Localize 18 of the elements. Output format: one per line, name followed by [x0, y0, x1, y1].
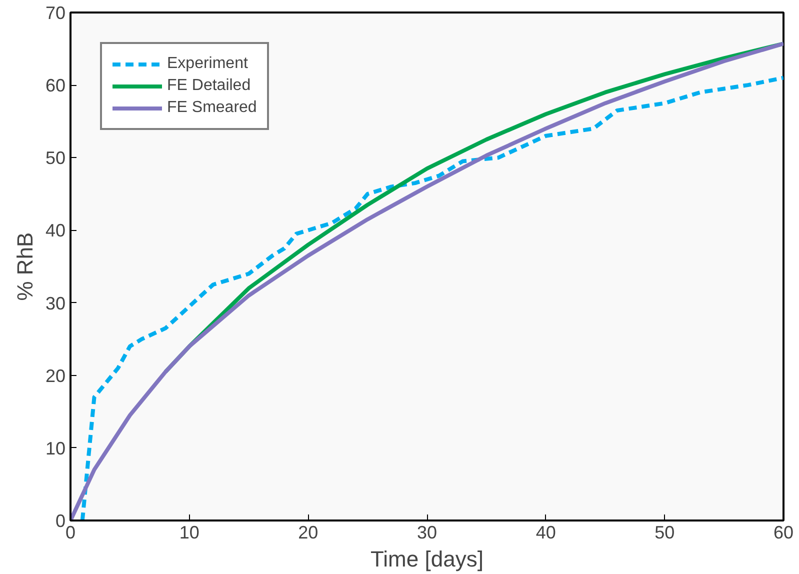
- y-tick-label: 30: [45, 293, 66, 314]
- x-tick-label: 60: [773, 522, 794, 542]
- x-axis-title: Time [days]: [370, 546, 484, 572]
- x-tick-label: 20: [298, 522, 318, 542]
- y-tick-label: 60: [45, 76, 66, 96]
- legend-label: FE Smeared: [167, 99, 257, 117]
- x-tick-label: 10: [179, 522, 200, 542]
- y-tick-label: 50: [45, 148, 66, 168]
- y-tick-label: 10: [45, 438, 66, 458]
- x-tick-label: 30: [416, 522, 438, 542]
- y-tick-label: 20: [45, 366, 66, 386]
- y-tick-label: 70: [45, 3, 66, 23]
- legend-label: FE Detailed: [167, 77, 251, 95]
- y-axis-title: % RhB: [12, 232, 38, 301]
- x-tick-label: 40: [536, 522, 556, 542]
- y-tick-label: 40: [45, 220, 66, 241]
- x-tick-label: 50: [654, 522, 675, 542]
- legend-label: Experiment: [167, 55, 248, 73]
